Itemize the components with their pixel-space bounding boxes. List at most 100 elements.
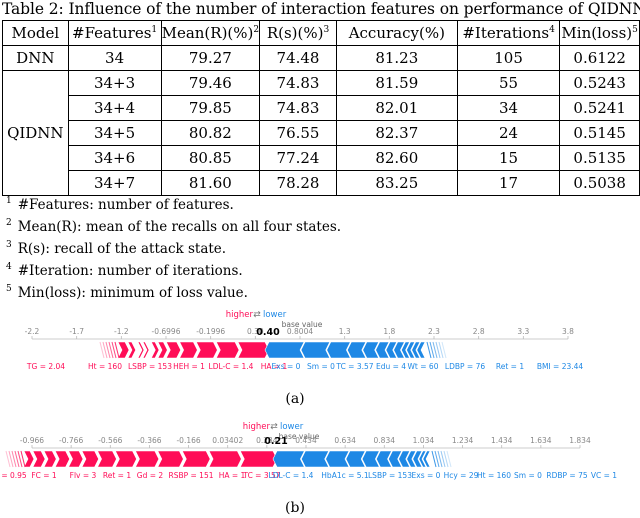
tick-label: -1.7 xyxy=(69,327,84,336)
negative-force-segment xyxy=(264,341,305,359)
force-fade xyxy=(14,450,20,468)
negative-feature-label: HbA1c = 5.1 xyxy=(321,471,369,480)
positive-feature-label: LDL-C = 1.4 xyxy=(209,362,254,371)
cell: 34+5 xyxy=(67,120,162,146)
cell: 74.48 xyxy=(259,45,337,71)
output-value: 0.21 xyxy=(264,436,287,447)
positive-feature-label: TG = 2.04 xyxy=(26,362,65,371)
positive-feature-label: TC = 3.57 xyxy=(242,471,280,480)
force-fade xyxy=(437,450,443,468)
force-fade xyxy=(441,341,447,359)
negative-force-segment xyxy=(326,341,351,359)
positive-force-segment xyxy=(43,450,57,468)
positive-force-segment xyxy=(215,341,240,359)
tick-label: -0.6996 xyxy=(152,327,181,336)
positive-force-segment xyxy=(54,450,70,468)
cell: 79.85 xyxy=(160,95,261,121)
positive-feature-label: HA = 1 xyxy=(219,471,246,480)
legend-arrows: ⇄ xyxy=(270,422,278,432)
tick-label: 3.8 xyxy=(562,327,574,336)
force-fade xyxy=(114,341,120,359)
force-fade xyxy=(443,450,449,468)
cell: 81.23 xyxy=(335,45,458,71)
cell-model-qidnn: QIDNN xyxy=(2,70,69,196)
legend-higher: higher xyxy=(226,310,254,320)
negative-feature-label: BMI = 23.44 xyxy=(537,362,584,371)
positive-force-segment xyxy=(239,450,278,468)
negative-force-segment xyxy=(375,341,390,359)
positive-force-segment xyxy=(157,341,168,359)
tick-label: -0.966 xyxy=(20,436,44,445)
positive-force-segment xyxy=(134,341,140,359)
force-fade xyxy=(111,341,117,359)
table-row: 34+4 79.85 74.83 82.01 34 0.5241 xyxy=(3,95,640,121)
positive-feature-label: HA = 1 xyxy=(261,362,288,371)
tick-label: 0.30 xyxy=(247,327,264,336)
cell: 34 xyxy=(67,45,162,71)
negative-feature-label: LSBP = 153 xyxy=(368,471,412,480)
table-caption: Table 2: Influence of the number of inte… xyxy=(2,0,640,18)
positive-feature-label: Ret = 1 xyxy=(103,471,131,480)
force-fade xyxy=(102,341,108,359)
positive-force-segment xyxy=(23,450,35,468)
positive-feature-label: LSBP = 153 xyxy=(128,362,172,371)
negative-force-segment xyxy=(406,341,416,359)
negative-force-segment xyxy=(362,341,380,359)
tick-label: 1.434 xyxy=(491,436,513,445)
tick-label: 0.03402 xyxy=(212,436,243,445)
force-fade xyxy=(11,450,17,468)
negative-force-segment xyxy=(398,450,411,468)
positive-force-segment xyxy=(181,450,211,468)
cell: 34+6 xyxy=(67,145,162,171)
tick-label: 2.8 xyxy=(473,327,485,336)
footnote: 2 Mean(R): mean of the recalls on all fou… xyxy=(6,218,342,236)
positive-force-segment xyxy=(137,341,145,359)
negative-force-segment xyxy=(388,450,403,468)
cell: 78.28 xyxy=(259,170,337,196)
cell: 76.55 xyxy=(259,120,337,146)
positive-force-segment xyxy=(150,341,160,359)
base-value-label: base value xyxy=(282,320,323,329)
tick-label: -0.766 xyxy=(59,436,83,445)
negative-feature-label: Ht = 160 xyxy=(477,471,511,480)
cell: 0.6122 xyxy=(559,45,640,71)
tick-label: 1.634 xyxy=(530,436,552,445)
tick-label: -0.566 xyxy=(98,436,122,445)
positive-feature-label: Flv = 3 xyxy=(70,471,97,480)
positive-feature-label: Gd = 2 xyxy=(137,471,164,480)
output-value: 0.40 xyxy=(256,327,280,338)
negative-force-segment xyxy=(361,450,380,468)
positive-force-segment xyxy=(165,341,182,359)
positive-force-segment xyxy=(142,341,150,359)
force-fade xyxy=(446,450,452,468)
force-fade xyxy=(431,450,437,468)
negative-force-segment xyxy=(406,450,417,468)
cell: 0.5038 xyxy=(559,170,640,196)
tick-label: 3.3 xyxy=(517,327,529,336)
cell: 82.37 xyxy=(335,120,458,146)
positive-force-segment xyxy=(117,341,130,359)
header-iterations: #Iterations4 xyxy=(456,20,561,46)
force-fade xyxy=(429,341,435,359)
subfigure-label-b: (b) xyxy=(285,500,305,516)
tick-label: 1.234 xyxy=(452,436,474,445)
force-fade xyxy=(8,450,14,468)
positive-force-segment xyxy=(68,450,84,468)
cell: 15 xyxy=(456,145,561,171)
negative-force-segment xyxy=(422,450,431,468)
table-row: QIDNN 34+3 79.46 74.83 81.59 55 0.5243 xyxy=(2,70,640,196)
cell: 34+7 xyxy=(67,170,162,196)
force-fade xyxy=(20,450,26,468)
cell: 24 xyxy=(456,120,561,146)
table-header-row: Model #Features1 Mean(R)(%)2 R(s)(%)3 Ac… xyxy=(2,20,640,46)
negative-feature-label: Edu = 4 xyxy=(376,362,406,371)
tick-label: 1.3 xyxy=(339,327,351,336)
positive-force-segment xyxy=(147,341,153,359)
negative-feature-label: Sm = 0 xyxy=(307,362,335,371)
force-fade xyxy=(438,341,444,359)
legend-lower: lower xyxy=(263,310,287,320)
positive-feature-label: Ht = 160 xyxy=(88,362,122,371)
positive-force-segment xyxy=(157,450,184,468)
positive-feature-label: FC = 1 xyxy=(31,471,57,480)
tick-label: -1.2 xyxy=(114,327,129,336)
